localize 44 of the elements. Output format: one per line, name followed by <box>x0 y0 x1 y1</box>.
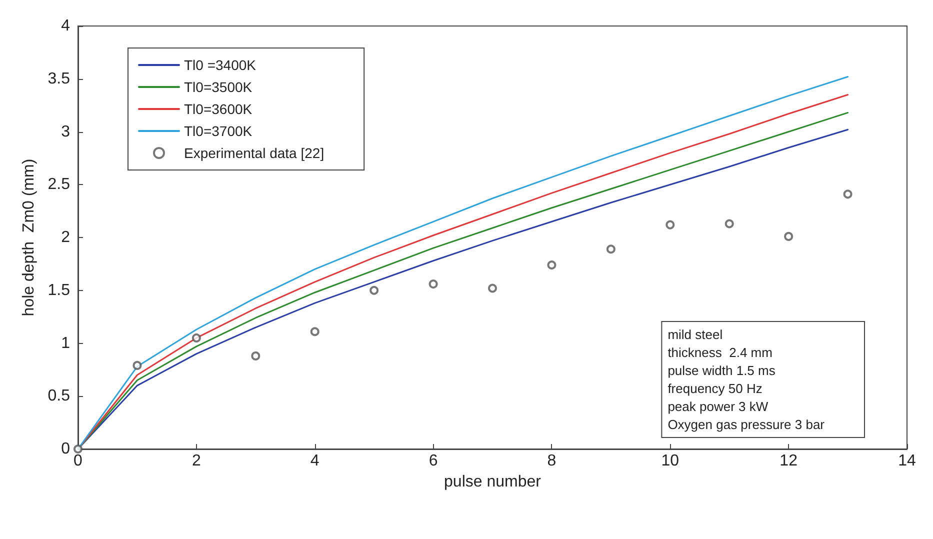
annotation: peak power 3 kW <box>668 399 769 414</box>
y-tick-label: 0 <box>61 440 70 458</box>
y-tick-label: 2.5 <box>48 176 70 194</box>
point <box>310 327 320 336</box>
y-tick-label: 0.5 <box>48 388 70 405</box>
legend-label: Tl0=3600K <box>184 101 253 117</box>
point <box>251 351 260 360</box>
y-tick-label: 3.5 <box>48 70 70 88</box>
y-tick-label: 2 <box>61 229 70 246</box>
point <box>428 280 438 289</box>
y-axis-title: hole depth Zm0 (mm) <box>20 158 38 316</box>
x-tick-label: 0 <box>74 452 83 470</box>
x-tick-label: 4 <box>310 452 320 470</box>
point <box>843 190 852 199</box>
y-tick-label: 3 <box>61 123 70 140</box>
point <box>547 260 556 270</box>
x-tick-label: 2 <box>192 452 201 470</box>
y-tick-label: 1 <box>61 334 70 352</box>
annotation: mild steel <box>668 327 723 342</box>
legend-label: Tl0 =3400K <box>184 57 257 73</box>
annotation: pulse width 1.5 ms <box>668 363 776 378</box>
x-tick-label: 6 <box>428 452 438 470</box>
x-tick-label: 8 <box>547 452 556 470</box>
point <box>606 244 616 254</box>
legend-label: Experimental data [22] <box>184 145 324 161</box>
y-tick-label: 4 <box>61 18 70 34</box>
point <box>666 220 675 230</box>
x-tick-label: 10 <box>661 452 680 470</box>
point <box>784 232 794 241</box>
annotation: frequency 50 Hz <box>668 381 762 396</box>
point <box>132 360 142 370</box>
legend-label: Tl0=3700K <box>184 123 253 139</box>
y-tick-label: 1.5 <box>48 282 70 299</box>
x-axis-title: pulse number <box>444 473 542 490</box>
annotation: Oxygen gas pressure 3 bar <box>668 417 826 432</box>
point <box>724 219 734 228</box>
point <box>370 286 379 295</box>
point <box>488 284 497 293</box>
annotation: thickness 2.4 mm <box>668 345 772 360</box>
legend-label: Tl0=3500K <box>184 79 253 95</box>
point <box>74 444 82 454</box>
x-tick-label: 12 <box>780 452 798 470</box>
point <box>192 333 201 342</box>
x-tick-label: 14 <box>898 452 916 470</box>
